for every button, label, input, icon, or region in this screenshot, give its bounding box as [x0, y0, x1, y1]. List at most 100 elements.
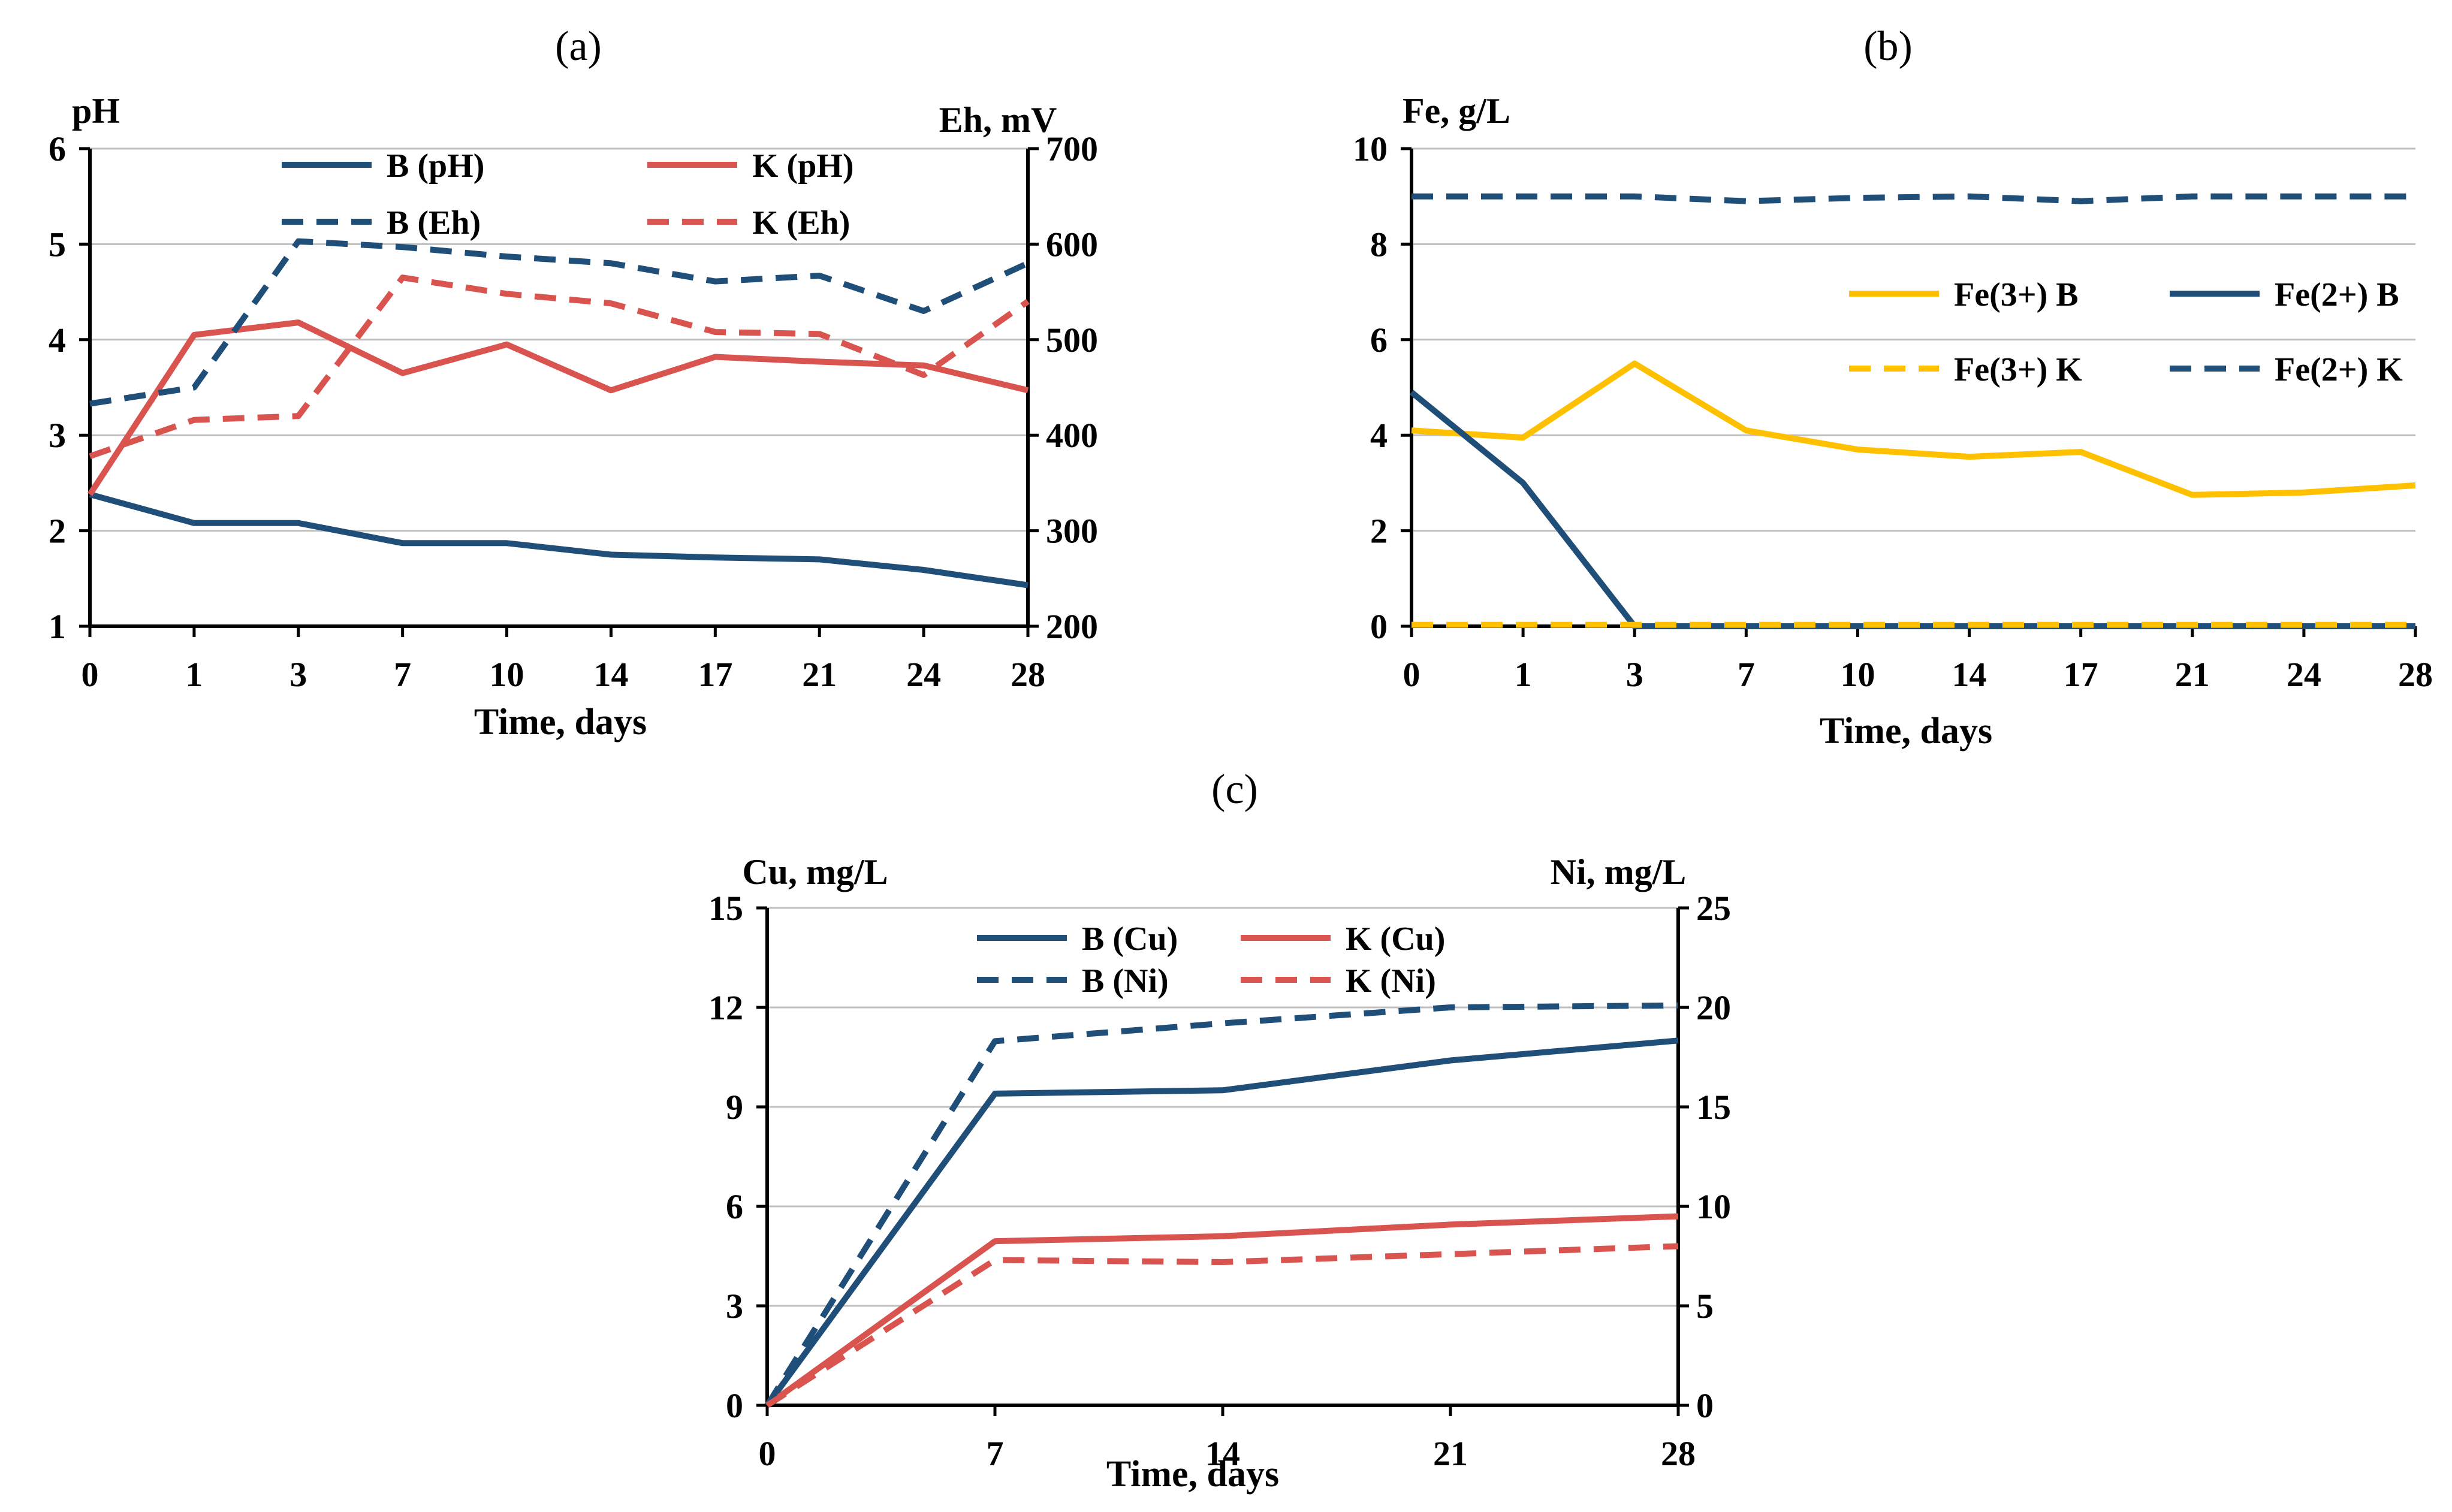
legend-label-fe-3-b: Fe(3+) B — [1954, 276, 2079, 313]
legend-label-fe-2-b: Fe(2+) B — [2275, 276, 2399, 313]
legend-label-b-ph: B (pH) — [387, 147, 484, 185]
x-tick-label: 24 — [2287, 655, 2321, 694]
y-tick-label-left: 6 — [726, 1187, 743, 1226]
grid-c — [767, 907, 1678, 1307]
series-b — [1409, 193, 2416, 629]
legend-label-k-ni: K (Ni) — [1346, 962, 1436, 1000]
y-tick-label-left: 10 — [1353, 129, 1388, 168]
legend-label-k-ph: K (pH) — [752, 147, 854, 185]
x-tick-label: 21 — [802, 655, 837, 694]
y-tick-label-right: 25 — [1696, 889, 1731, 928]
y-tick-label-right: 0 — [1696, 1386, 1714, 1425]
series-line-b-ph — [89, 491, 1029, 588]
ticks-c: 0 3 6 9 12 15 0 5 10 15 20 25 0 7 14 21 28 — [708, 889, 1731, 1473]
series-line-b-eh — [89, 238, 1030, 407]
series-line-b-cu — [764, 1037, 1679, 1407]
y-tick-label-left: 1 — [49, 607, 66, 646]
x-tick-label: 28 — [2398, 655, 2433, 694]
series-line-k-ph — [87, 319, 1029, 496]
y-axis-label-left-a: pH — [72, 91, 120, 131]
x-tick-label: 10 — [1840, 655, 1875, 694]
y-tick-label-right: 5 — [1696, 1287, 1714, 1326]
chart-panel-c: (c) Cu, mg/L Ni, mg/L Time, days 0 3 6 9 12 1… — [708, 766, 1731, 1495]
x-tick-label: 28 — [1661, 1434, 1696, 1473]
x-tick-label: 0 — [82, 655, 99, 694]
x-tick-label: 14 — [593, 655, 628, 694]
y-axis-label-right-a: Eh, mV — [939, 100, 1057, 140]
legend-label-fe-2-k: Fe(2+) K — [2275, 351, 2403, 388]
panel-label-b: (b) — [1863, 23, 1913, 70]
x-tick-label: 21 — [1433, 1434, 1468, 1473]
y-tick-label-left: 4 — [1370, 416, 1388, 455]
y-tick-label-right: 200 — [1046, 607, 1098, 646]
x-tick-label: 3 — [1626, 655, 1643, 694]
y-tick-label-left: 6 — [1370, 321, 1388, 360]
series-line-k-cu — [765, 1213, 1679, 1408]
y-tick-label-left: 0 — [1370, 607, 1388, 646]
x-tick-label: 1 — [1515, 655, 1532, 694]
x-tick-label: 28 — [1011, 655, 1045, 694]
x-axis-label-c: Time, days — [1106, 1454, 1279, 1495]
y-tick-label-right: 20 — [1696, 988, 1731, 1027]
y-tick-label-right: 600 — [1046, 225, 1098, 264]
y-tick-label-right: 400 — [1046, 416, 1098, 455]
axes-a — [88, 149, 1030, 628]
legend-label-k-cu: K (Cu) — [1346, 921, 1445, 958]
y-tick-label-left: 15 — [708, 889, 743, 928]
legend-c: B (Cu) K (Cu) B (Ni) K (Ni) — [977, 921, 1445, 1000]
series-a — [87, 238, 1030, 588]
series-c — [764, 1002, 1679, 1408]
y-tick-label-left: 3 — [726, 1287, 743, 1326]
series-line-fe-3-b — [1411, 360, 2416, 498]
legend-a: B (pH) K (pH) B (Eh) K (Eh) — [282, 147, 854, 242]
x-tick-label: 0 — [1403, 655, 1420, 694]
panel-label-a: (a) — [555, 23, 602, 70]
x-tick-label: 21 — [2175, 655, 2210, 694]
y-axis-label-right-c: Ni, mg/L — [1551, 852, 1687, 892]
y-tick-label-left: 12 — [708, 988, 743, 1027]
x-tick-label: 17 — [698, 655, 732, 694]
x-axis-label-b: Time, days — [1820, 711, 1992, 752]
legend-label-k-eh: K (Eh) — [752, 204, 850, 242]
y-tick-label-left: 3 — [49, 416, 66, 455]
x-tick-label: 17 — [2064, 655, 2098, 694]
legend-label-b-cu: B (Cu) — [1082, 921, 1178, 958]
y-tick-label-right: 15 — [1696, 1088, 1731, 1127]
x-tick-label: 7 — [1738, 655, 1755, 694]
y-tick-label-left: 2 — [49, 512, 66, 551]
y-tick-label-left: 0 — [726, 1386, 743, 1425]
y-tick-label-right: 10 — [1696, 1187, 1731, 1226]
x-tick-label: 10 — [490, 655, 524, 694]
y-tick-label-left: 6 — [49, 129, 66, 168]
y-tick-label-right: 500 — [1046, 321, 1098, 360]
series-line-fe-2-k — [1412, 193, 2415, 204]
x-tick-label: 7 — [987, 1434, 1004, 1473]
x-axis-label-a: Time, days — [474, 702, 647, 743]
legend-label-b-ni: B (Ni) — [1082, 962, 1169, 1000]
chart-panel-a: (a) pH Eh, mV Time, days 1 2 3 4 5 6 200 300 400… — [49, 23, 1098, 743]
y-tick-label-left: 4 — [49, 321, 66, 360]
y-tick-label-right: 700 — [1046, 129, 1098, 168]
series-line-k-ni — [765, 1243, 1679, 1408]
x-tick-label: 7 — [394, 655, 411, 694]
panel-label-c: (c) — [1211, 766, 1258, 813]
x-tick-label: 1 — [185, 655, 203, 694]
x-tick-label: 14 — [1205, 1434, 1240, 1473]
y-axis-label-left-c: Cu, mg/L — [742, 852, 888, 892]
series-line-fe-2-b — [1409, 390, 2415, 629]
series-line-b-ni — [764, 1002, 1679, 1407]
y-tick-label-left: 9 — [726, 1088, 743, 1127]
grid-a — [90, 147, 1028, 532]
y-tick-label-right: 300 — [1046, 512, 1098, 551]
x-tick-label: 24 — [906, 655, 941, 694]
axes-c — [765, 908, 1680, 1407]
x-tick-label: 14 — [1952, 655, 1987, 694]
x-tick-label: 3 — [289, 655, 307, 694]
axes-b — [1410, 149, 2415, 628]
x-tick-label: 0 — [759, 1434, 776, 1473]
y-axis-label-b: Fe, g/L — [1403, 91, 1510, 131]
